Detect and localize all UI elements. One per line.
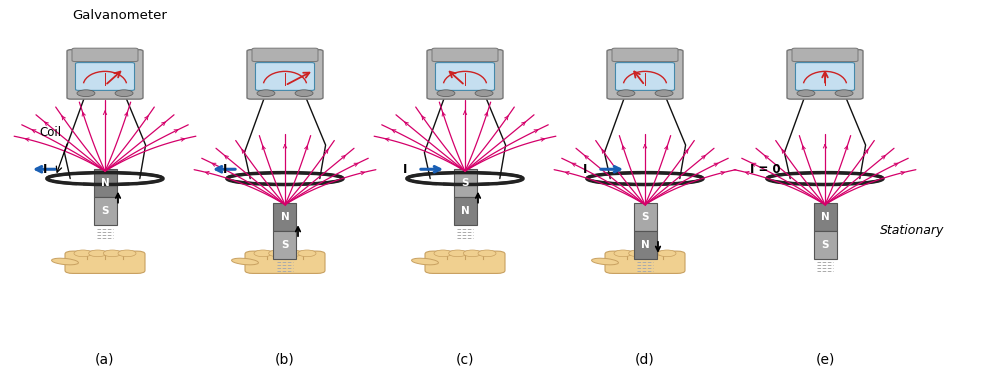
Circle shape [658, 250, 676, 257]
Circle shape [797, 90, 815, 96]
Circle shape [77, 90, 95, 96]
Text: Galvanometer: Galvanometer [73, 9, 167, 22]
Circle shape [463, 250, 481, 257]
FancyBboxPatch shape [792, 48, 858, 61]
Text: Coil: Coil [39, 126, 61, 138]
Circle shape [283, 250, 301, 257]
FancyBboxPatch shape [435, 62, 495, 90]
Ellipse shape [412, 258, 438, 265]
FancyBboxPatch shape [427, 49, 503, 99]
FancyBboxPatch shape [795, 62, 855, 90]
Circle shape [254, 250, 272, 257]
FancyBboxPatch shape [787, 49, 863, 99]
Bar [94, 197, 116, 225]
FancyBboxPatch shape [252, 48, 318, 61]
Bar [94, 169, 116, 197]
Circle shape [614, 250, 632, 257]
Circle shape [257, 90, 275, 96]
Text: I: I [43, 163, 47, 176]
Text: (e): (e) [815, 352, 835, 366]
Text: I: I [223, 163, 227, 176]
FancyBboxPatch shape [247, 49, 323, 99]
Circle shape [437, 90, 455, 96]
Bar [454, 197, 477, 225]
FancyBboxPatch shape [72, 48, 138, 61]
Circle shape [617, 90, 635, 96]
Circle shape [298, 250, 316, 257]
Bar [634, 203, 657, 231]
Circle shape [449, 250, 467, 257]
FancyBboxPatch shape [612, 48, 678, 61]
Circle shape [269, 250, 287, 257]
Text: (c): (c) [456, 352, 474, 366]
Circle shape [475, 90, 493, 96]
Bar [814, 203, 836, 231]
Ellipse shape [232, 258, 258, 265]
Bar [273, 203, 296, 231]
Ellipse shape [592, 258, 618, 265]
Ellipse shape [52, 258, 78, 265]
Text: S: S [101, 206, 109, 216]
Bar [634, 231, 657, 259]
Circle shape [629, 250, 647, 257]
Text: S: S [821, 240, 829, 250]
FancyBboxPatch shape [425, 251, 505, 273]
Text: Stationary: Stationary [880, 224, 944, 237]
Circle shape [295, 90, 313, 96]
Text: S: S [641, 212, 649, 222]
Circle shape [478, 250, 496, 257]
Bar [454, 169, 477, 197]
Text: (b): (b) [275, 352, 295, 366]
Text: N: N [101, 178, 109, 188]
Circle shape [835, 90, 853, 96]
Circle shape [655, 90, 673, 96]
FancyBboxPatch shape [607, 49, 683, 99]
FancyBboxPatch shape [605, 251, 685, 273]
FancyBboxPatch shape [255, 62, 315, 90]
Circle shape [643, 250, 661, 257]
Text: S: S [461, 178, 469, 188]
Text: I: I [403, 163, 407, 176]
Text: (a): (a) [95, 352, 115, 366]
Text: N: N [821, 212, 829, 222]
Text: N: N [641, 240, 649, 250]
FancyBboxPatch shape [67, 49, 143, 99]
FancyBboxPatch shape [432, 48, 498, 61]
Circle shape [89, 250, 107, 257]
FancyBboxPatch shape [615, 62, 675, 90]
FancyBboxPatch shape [245, 251, 325, 273]
Circle shape [434, 250, 452, 257]
Text: I: I [583, 163, 587, 176]
Text: I = 0: I = 0 [750, 163, 780, 176]
Text: S: S [281, 240, 289, 250]
FancyBboxPatch shape [65, 251, 145, 273]
Text: N: N [461, 206, 469, 216]
Text: N: N [281, 212, 289, 222]
Circle shape [103, 250, 121, 257]
Bar [273, 231, 296, 259]
Circle shape [115, 90, 133, 96]
Circle shape [74, 250, 92, 257]
Text: (d): (d) [635, 352, 655, 366]
FancyBboxPatch shape [75, 62, 135, 90]
Bar [814, 231, 836, 259]
Circle shape [118, 250, 136, 257]
